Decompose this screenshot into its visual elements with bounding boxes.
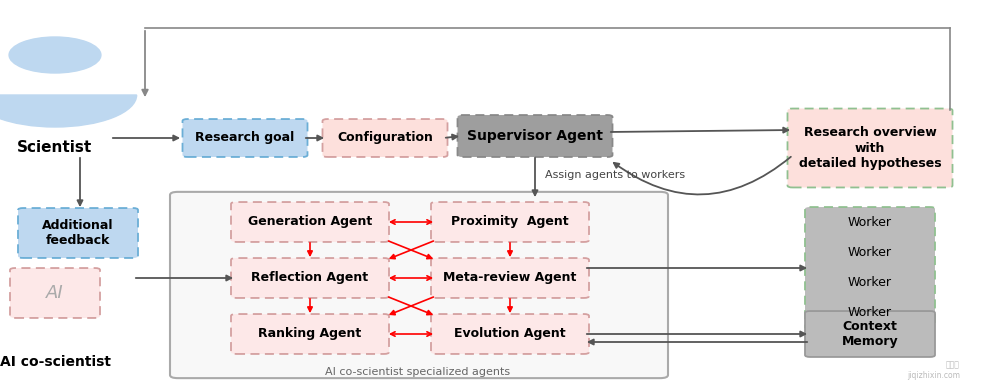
Text: Reflection Agent: Reflection Agent — [251, 272, 369, 285]
Text: Generation Agent: Generation Agent — [248, 216, 372, 229]
Text: Additional
feedback: Additional feedback — [42, 219, 114, 247]
Text: 智东西
jiqizhixin.com: 智东西 jiqizhixin.com — [907, 361, 960, 380]
Text: Assign agents to workers: Assign agents to workers — [545, 170, 685, 180]
FancyBboxPatch shape — [182, 119, 308, 157]
Text: Configuration: Configuration — [337, 131, 433, 145]
FancyBboxPatch shape — [458, 115, 612, 157]
FancyBboxPatch shape — [170, 192, 668, 378]
Text: Scientist: Scientist — [17, 140, 93, 156]
Text: Meta-review Agent: Meta-review Agent — [443, 272, 577, 285]
Text: Worker

Worker

Worker

Worker: Worker Worker Worker Worker — [848, 216, 892, 319]
FancyBboxPatch shape — [231, 314, 389, 354]
FancyBboxPatch shape — [805, 207, 935, 329]
Text: Research overview
with
detailed hypotheses: Research overview with detailed hypothes… — [799, 127, 941, 169]
Text: AI co-scientist specialized agents: AI co-scientist specialized agents — [325, 367, 511, 377]
Text: Context
Memory: Context Memory — [842, 320, 898, 348]
FancyBboxPatch shape — [322, 119, 448, 157]
FancyBboxPatch shape — [805, 311, 935, 357]
FancyBboxPatch shape — [431, 202, 589, 242]
Text: Evolution Agent: Evolution Agent — [454, 327, 566, 341]
Text: AI co-scientist: AI co-scientist — [0, 355, 110, 369]
FancyBboxPatch shape — [431, 314, 589, 354]
FancyBboxPatch shape — [788, 109, 952, 187]
FancyBboxPatch shape — [431, 258, 589, 298]
Text: Ranking Agent: Ranking Agent — [258, 327, 362, 341]
Text: Supervisor Agent: Supervisor Agent — [467, 129, 603, 143]
FancyBboxPatch shape — [231, 202, 389, 242]
FancyBboxPatch shape — [231, 258, 389, 298]
FancyBboxPatch shape — [10, 268, 100, 318]
Text: Proximity  Agent: Proximity Agent — [451, 216, 569, 229]
Text: AI: AI — [46, 284, 64, 302]
Text: Research goal: Research goal — [195, 131, 295, 145]
FancyBboxPatch shape — [18, 208, 138, 258]
Circle shape — [9, 37, 101, 73]
Wedge shape — [0, 95, 137, 127]
